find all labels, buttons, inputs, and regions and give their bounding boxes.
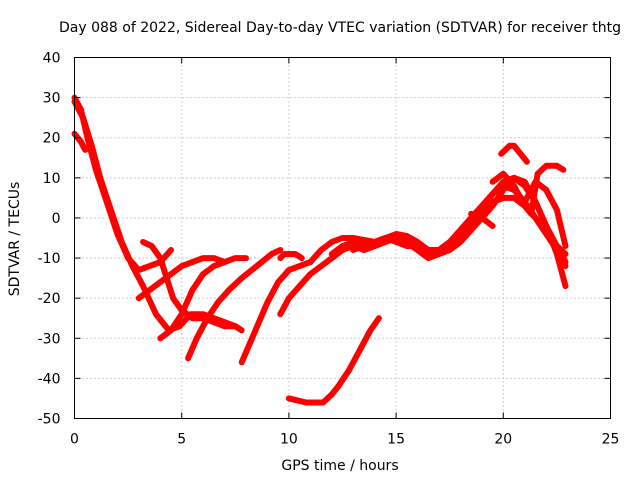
y-tick-label: 40	[43, 51, 61, 67]
series-line-arc-19	[521, 178, 569, 249]
series-layer	[71, 94, 569, 406]
tick-layer: 0 5 10 15 20 25 -50 -40 -30 -20 -10 0 10 20 30 40	[38, 51, 620, 448]
y-tick-label: -20	[38, 291, 61, 307]
x-axis-label: GPS time / hours	[281, 458, 398, 474]
y-tick-label: 20	[43, 131, 61, 147]
series-line-arc-3	[71, 98, 245, 334]
y-axis-label: SDTVAR / TECUs	[7, 182, 23, 297]
y-tick-label: 10	[43, 171, 61, 187]
series-line-arc-11	[285, 315, 382, 406]
series-line-arc-18	[498, 142, 530, 165]
series-line-arc-8	[238, 259, 314, 366]
y-tick-label: -10	[38, 251, 61, 267]
x-tick-label: 15	[387, 432, 405, 448]
series-line-arc-16	[468, 210, 496, 229]
y-tick-label: 30	[43, 91, 61, 107]
series-line-arc-6	[157, 255, 249, 342]
series-line-arc-4	[135, 255, 228, 302]
y-tick-label: -30	[38, 331, 61, 347]
x-tick-label: 10	[280, 432, 298, 448]
plot-frame	[74, 57, 611, 419]
y-tick-label: -50	[38, 412, 61, 428]
series-line-arc-17	[489, 162, 567, 217]
x-tick-label: 5	[177, 432, 186, 448]
series-line-arc-10	[277, 243, 357, 318]
x-tick-label: 25	[602, 432, 620, 448]
x-tick-label: 20	[494, 432, 512, 448]
y-tick-label: 0	[52, 211, 61, 227]
y-tick-label: -40	[38, 371, 61, 387]
chart-title: Day 088 of 2022, Sidereal Day-to-day VTE…	[59, 20, 621, 36]
series-line-arc-9	[277, 251, 305, 262]
x-tick-label: 0	[70, 432, 79, 448]
series-line-arc-7	[185, 247, 284, 362]
